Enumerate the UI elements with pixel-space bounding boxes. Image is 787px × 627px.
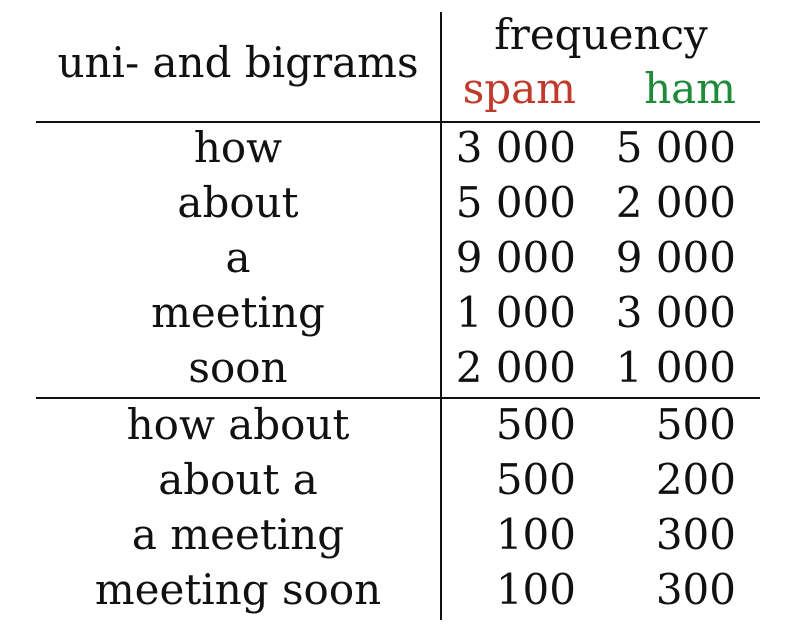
term-cell: how — [193, 123, 283, 172]
spam-frequency-cell: 500 — [495, 455, 576, 504]
table-row: a meeting 100 300 — [36, 507, 760, 562]
spam-header: spam — [462, 64, 576, 113]
table-row: meeting soon 100 300 — [36, 562, 760, 617]
term-cell: meeting — [151, 288, 325, 337]
term-cell: about — [177, 178, 299, 227]
unigram-bigram-rule — [36, 397, 760, 399]
ham-frequency-cell: 3 000 — [615, 288, 736, 337]
ham-frequency-cell: 300 — [655, 510, 736, 559]
ham-frequency-cell: 5 000 — [615, 123, 736, 172]
row-label-header: uni- and bigrams — [57, 38, 419, 87]
column-divider — [440, 12, 442, 620]
header-rule — [36, 121, 760, 123]
table-body: how 3 000 5 000 about 5 000 2 000 a 9 00… — [36, 120, 760, 617]
term-cell: about a — [158, 455, 318, 504]
term-cell: a meeting — [131, 510, 345, 559]
spam-frequency-cell: 500 — [495, 400, 576, 449]
ham-frequency-cell: 300 — [655, 565, 736, 614]
ham-frequency-cell: 500 — [655, 400, 736, 449]
ham-frequency-cell: 200 — [655, 455, 736, 504]
term-cell: a — [225, 233, 251, 282]
frequency-header: frequency — [494, 10, 708, 59]
table-row: a 9 000 9 000 — [36, 230, 760, 285]
table-row: about 5 000 2 000 — [36, 175, 760, 230]
spam-frequency-cell: 9 000 — [455, 233, 576, 282]
table-row: about a 500 200 — [36, 452, 760, 507]
table-row: meeting 1 000 3 000 — [36, 285, 760, 340]
ham-header: ham — [644, 64, 736, 113]
table-row: soon 2 000 1 000 — [36, 340, 760, 395]
term-cell: meeting soon — [94, 565, 382, 614]
table-row: how about 500 500 — [36, 397, 760, 452]
ham-frequency-cell: 1 000 — [615, 343, 736, 392]
spam-frequency-cell: 100 — [495, 510, 576, 559]
ham-frequency-cell: 9 000 — [615, 233, 736, 282]
ham-frequency-cell: 2 000 — [615, 178, 736, 227]
spam-frequency-cell: 5 000 — [455, 178, 576, 227]
spam-frequency-cell: 100 — [495, 565, 576, 614]
term-cell: how about — [126, 400, 350, 449]
table-row: how 3 000 5 000 — [36, 120, 760, 175]
spam-frequency-cell: 1 000 — [455, 288, 576, 337]
term-cell: soon — [188, 343, 288, 392]
spam-frequency-cell: 2 000 — [455, 343, 576, 392]
spam-frequency-cell: 3 000 — [455, 123, 576, 172]
